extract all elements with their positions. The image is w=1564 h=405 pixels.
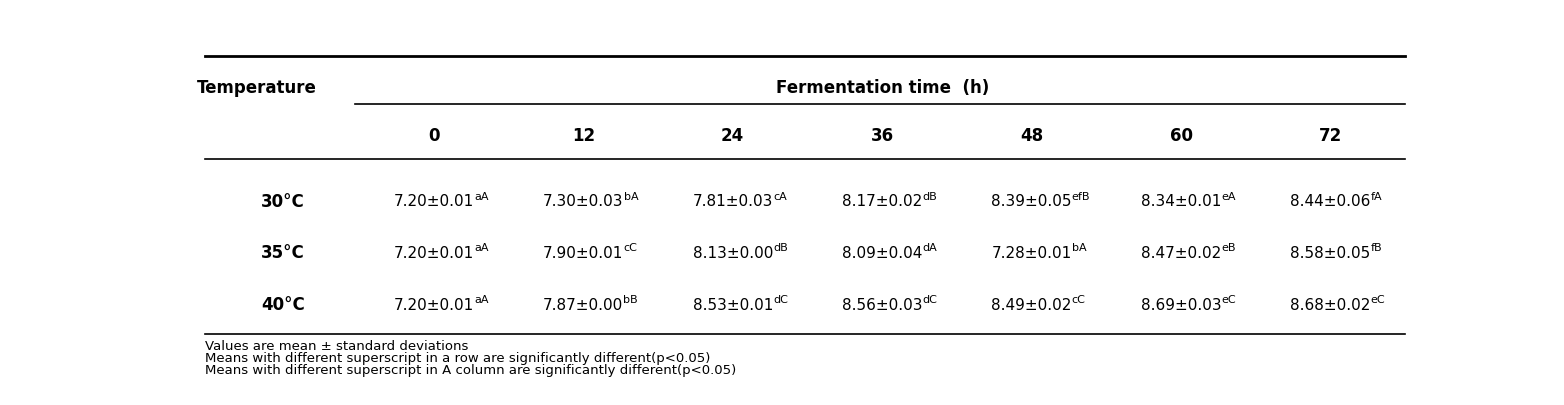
Text: Values are mean ± standard deviations: Values are mean ± standard deviations [205, 339, 469, 352]
Text: cC: cC [624, 243, 638, 253]
Text: 12: 12 [572, 127, 594, 145]
Text: 8.39±0.05: 8.39±0.05 [992, 194, 1071, 209]
Text: 48: 48 [1020, 127, 1043, 145]
Text: dC: dC [773, 294, 788, 304]
Text: aA: aA [474, 294, 488, 304]
Text: cC: cC [1071, 294, 1085, 304]
Text: 7.20±0.01: 7.20±0.01 [394, 194, 474, 209]
Text: dB: dB [773, 243, 788, 253]
Text: Fermentation time  (h): Fermentation time (h) [776, 79, 988, 96]
Text: 8.53±0.01: 8.53±0.01 [693, 297, 773, 312]
Text: Means with different superscript in A column are significantly different(p<0.05): Means with different superscript in A co… [205, 363, 737, 376]
Text: fB: fB [1370, 243, 1383, 253]
Text: 40°C: 40°C [261, 295, 305, 313]
Text: 8.68±0.02: 8.68±0.02 [1290, 297, 1370, 312]
Text: 8.47±0.02: 8.47±0.02 [1140, 245, 1221, 260]
Text: 30°C: 30°C [261, 192, 305, 210]
Text: 8.49±0.02: 8.49±0.02 [992, 297, 1071, 312]
Text: 8.09±0.04: 8.09±0.04 [841, 245, 923, 260]
Text: eC: eC [1370, 294, 1386, 304]
Text: 7.87±0.00: 7.87±0.00 [543, 297, 624, 312]
Text: bA: bA [1071, 243, 1087, 253]
Text: cA: cA [773, 192, 787, 201]
Text: 72: 72 [1318, 127, 1342, 145]
Text: 7.20±0.01: 7.20±0.01 [394, 297, 474, 312]
Text: dA: dA [923, 243, 937, 253]
Text: Means with different superscript in a row are significantly different(p<0.05): Means with different superscript in a ro… [205, 352, 710, 365]
Text: 7.30±0.03: 7.30±0.03 [543, 194, 624, 209]
Text: dC: dC [923, 294, 937, 304]
Text: 8.44±0.06: 8.44±0.06 [1290, 194, 1370, 209]
Text: 8.69±0.03: 8.69±0.03 [1140, 297, 1221, 312]
Text: Temperature: Temperature [197, 79, 316, 96]
Text: 60: 60 [1170, 127, 1192, 145]
Text: 7.81±0.03: 7.81±0.03 [693, 194, 773, 209]
Text: 24: 24 [721, 127, 744, 145]
Text: 8.34±0.01: 8.34±0.01 [1140, 194, 1221, 209]
Text: bB: bB [624, 294, 638, 304]
Text: eB: eB [1221, 243, 1236, 253]
Text: aA: aA [474, 243, 488, 253]
Text: 0: 0 [429, 127, 439, 145]
Text: 8.17±0.02: 8.17±0.02 [841, 194, 923, 209]
Text: 8.13±0.00: 8.13±0.00 [693, 245, 773, 260]
Text: eA: eA [1221, 192, 1236, 201]
Text: eC: eC [1221, 294, 1236, 304]
Text: 7.90±0.01: 7.90±0.01 [543, 245, 624, 260]
Text: 7.20±0.01: 7.20±0.01 [394, 245, 474, 260]
Text: 8.56±0.03: 8.56±0.03 [841, 297, 923, 312]
Text: 35°C: 35°C [261, 244, 305, 262]
Text: efB: efB [1071, 192, 1090, 201]
Text: 8.58±0.05: 8.58±0.05 [1290, 245, 1370, 260]
Text: 36: 36 [871, 127, 893, 145]
Text: aA: aA [474, 192, 488, 201]
Text: bA: bA [624, 192, 638, 201]
Text: fA: fA [1370, 192, 1383, 201]
Text: 7.28±0.01: 7.28±0.01 [992, 245, 1071, 260]
Text: dB: dB [923, 192, 937, 201]
